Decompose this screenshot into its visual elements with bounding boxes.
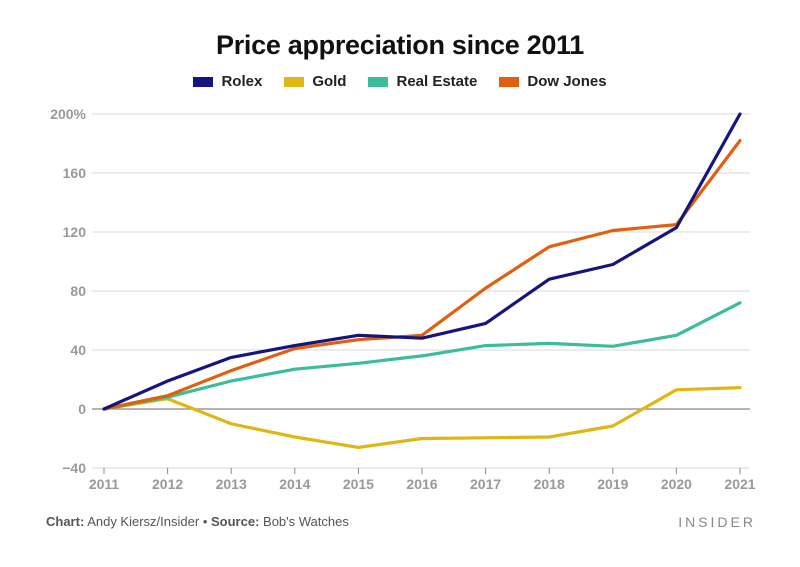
legend-label-gold: Gold <box>312 73 347 90</box>
y-tick-label: 0 <box>78 401 86 417</box>
chart-title: Price appreciation since 2011 <box>215 30 584 60</box>
legend-swatch-rolex <box>193 76 214 87</box>
legend-swatch-dow-jones <box>499 76 520 87</box>
x-tick-label: 2015 <box>343 476 374 492</box>
legend-item-gold: Gold <box>284 73 346 90</box>
y-tick-label: 160 <box>63 165 87 181</box>
legend-label-real-estate: Real Estate <box>396 73 478 90</box>
y-tick-label: 200% <box>50 106 86 122</box>
footer-chart-label: Chart: <box>46 514 85 529</box>
y-tick-label: −40 <box>62 460 86 476</box>
legend-label-dow-jones: Dow Jones <box>527 73 607 90</box>
y-tick-label: 40 <box>70 342 86 358</box>
y-tick-label: 80 <box>70 283 86 299</box>
insider-logo: INSIDER <box>678 514 756 530</box>
legend-item-real-estate: Real Estate <box>368 73 477 90</box>
series-line-gold <box>102 386 742 449</box>
x-tick-label: 2014 <box>279 476 310 492</box>
footer-chart-author: Andy Kiersz/Insider <box>87 514 200 529</box>
series-line-rolex <box>102 112 742 411</box>
x-tick-label: 2021 <box>724 476 755 492</box>
footer-source-label: Source: <box>211 514 260 529</box>
legend-item-dow-jones: Dow Jones <box>499 73 607 90</box>
x-tick-label: 2019 <box>597 476 628 492</box>
x-tick-label: 2017 <box>470 476 501 492</box>
x-tick-label: 2016 <box>406 476 437 492</box>
chart-footer: Chart: Andy Kiersz/Insider • Source: Bob… <box>46 514 349 529</box>
x-tick-label: 2013 <box>216 476 247 492</box>
footer-separator: • <box>202 514 208 529</box>
y-tick-label: 120 <box>63 224 87 240</box>
chart-legend: Rolex Gold Real Estate Dow Jones <box>0 73 800 90</box>
x-tick-label: 2020 <box>661 476 692 492</box>
series-line-real-estate <box>102 301 742 411</box>
legend-swatch-real-estate <box>368 76 389 87</box>
legend-item-rolex: Rolex <box>193 73 262 90</box>
x-tick-label: 2018 <box>534 476 565 492</box>
legend-swatch-gold <box>284 76 305 87</box>
x-tick-label: 2011 <box>89 476 120 492</box>
legend-label-rolex: Rolex <box>221 73 263 90</box>
series-line-dow-jones <box>102 139 742 411</box>
x-tick-label: 2012 <box>152 476 183 492</box>
footer-source-text: Bob's Watches <box>263 514 349 529</box>
